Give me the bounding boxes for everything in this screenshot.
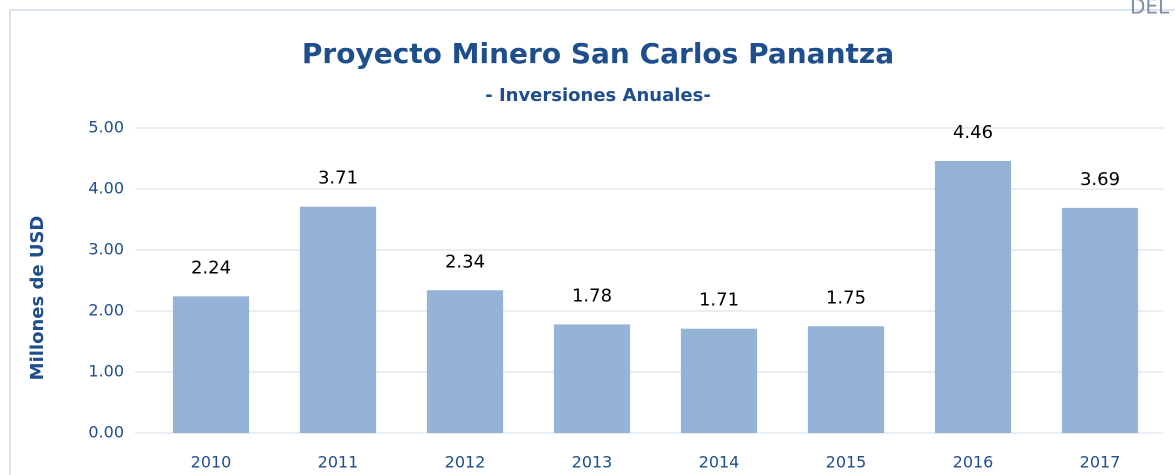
bar xyxy=(426,290,504,433)
y-tick-label: 5.00 xyxy=(88,118,124,137)
y-tick-label: 0.00 xyxy=(88,423,124,442)
data-label: 3.69 xyxy=(1080,169,1120,190)
data-label: 2.24 xyxy=(191,257,231,278)
corner-text: DEL xyxy=(1130,0,1170,19)
bar xyxy=(172,296,250,433)
bar xyxy=(553,324,631,433)
y-tick-label: 2.00 xyxy=(88,301,124,320)
chart-subtitle: - Inversiones Anuales- xyxy=(485,85,711,106)
bar xyxy=(934,160,1012,433)
x-tick-label: 2014 xyxy=(699,453,740,472)
y-axis-label: Millones de USD xyxy=(27,216,48,381)
x-tick-label: 2012 xyxy=(445,453,486,472)
data-label: 2.34 xyxy=(445,251,485,272)
data-label: 4.46 xyxy=(953,122,993,143)
data-label: 3.71 xyxy=(318,168,358,189)
bar xyxy=(299,206,377,433)
x-tick-label: 2010 xyxy=(191,453,232,472)
x-tick-label: 2015 xyxy=(826,453,867,472)
bar xyxy=(1061,207,1139,433)
x-tick-label: 2016 xyxy=(953,453,994,472)
data-label: 1.75 xyxy=(826,287,866,308)
y-tick-label: 1.00 xyxy=(88,362,124,381)
y-tick-label: 3.00 xyxy=(88,240,124,259)
x-tick-label: 2017 xyxy=(1080,453,1121,472)
x-tick-label: 2011 xyxy=(318,453,359,472)
chart-title: Proyecto Minero San Carlos Panantza xyxy=(302,37,894,70)
bar xyxy=(680,328,758,433)
data-label: 1.71 xyxy=(699,290,739,311)
y-tick-label: 4.00 xyxy=(88,179,124,198)
bar xyxy=(807,326,885,433)
data-label: 1.78 xyxy=(572,285,612,306)
x-tick-label: 2013 xyxy=(572,453,613,472)
